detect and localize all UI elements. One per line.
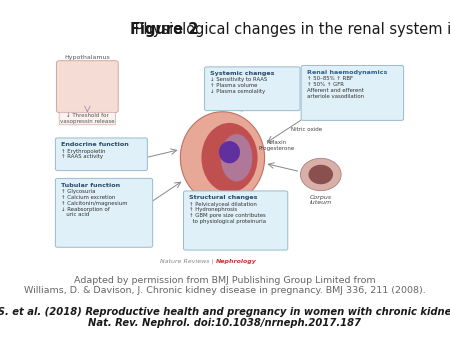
Text: Nitric oxide: Nitric oxide: [291, 127, 322, 132]
Text: Afferent and efferent: Afferent and efferent: [307, 88, 364, 93]
Text: Tubular function: Tubular function: [61, 183, 120, 188]
Text: arteriole vasodilation: arteriole vasodilation: [307, 94, 364, 99]
Text: ↑ Plasma volume: ↑ Plasma volume: [210, 83, 257, 88]
Text: ↓ Sensitivity to RAAS: ↓ Sensitivity to RAAS: [210, 77, 267, 82]
Text: Nat. Rev. Nephrol. doi:10.1038/nrneph.2017.187: Nat. Rev. Nephrol. doi:10.1038/nrneph.20…: [89, 318, 361, 328]
Text: ↑ Glycosuria: ↑ Glycosuria: [61, 189, 95, 194]
Text: ↑ RAAS activity: ↑ RAAS activity: [61, 154, 103, 160]
Text: Structural changes: Structural changes: [189, 195, 258, 200]
Text: ↑ Hydronephrosis: ↑ Hydronephrosis: [189, 208, 237, 212]
Ellipse shape: [221, 134, 252, 182]
Text: Wiles, K. S. et al. (2018) Reproductive health and pregnancy in women with chron: Wiles, K. S. et al. (2018) Reproductive …: [0, 307, 450, 317]
Text: Hypothalamus: Hypothalamus: [64, 55, 110, 59]
Ellipse shape: [202, 123, 257, 193]
Ellipse shape: [219, 141, 240, 163]
Circle shape: [301, 158, 341, 191]
Text: Williams, D. & Davison, J. Chronic kidney disease in pregnancy. BMJ 336, 211 (20: Williams, D. & Davison, J. Chronic kidne…: [24, 286, 426, 295]
FancyBboxPatch shape: [205, 67, 300, 111]
FancyBboxPatch shape: [55, 178, 153, 247]
Text: Renal haemodynamics: Renal haemodynamics: [307, 70, 387, 75]
Text: Systemic changes: Systemic changes: [210, 71, 274, 76]
Text: Adapted by permission from BMJ Publishing Group Limited from: Adapted by permission from BMJ Publishin…: [74, 276, 376, 286]
Text: ↑ Calcium excretion: ↑ Calcium excretion: [61, 195, 115, 200]
Text: to physiological proteinuria: to physiological proteinuria: [189, 219, 266, 224]
Text: Relaxin
Progesterone: Relaxin Progesterone: [259, 140, 295, 151]
Circle shape: [308, 165, 333, 184]
Text: ↓ Threshold for
vasopressin release: ↓ Threshold for vasopressin release: [60, 113, 115, 124]
Text: ↑ GBM pore size contributes: ↑ GBM pore size contributes: [189, 213, 266, 218]
Text: Nephrology: Nephrology: [216, 259, 256, 264]
Text: Figure 2: Figure 2: [130, 22, 199, 37]
Text: ↑ Erythropoietin: ↑ Erythropoietin: [61, 149, 105, 153]
Text: ↑ 50% ↑ GFR: ↑ 50% ↑ GFR: [307, 82, 344, 87]
FancyBboxPatch shape: [55, 138, 147, 171]
Text: ↑ Calcitonin/magnesium: ↑ Calcitonin/magnesium: [61, 201, 127, 206]
Text: Physiological changes in the renal system in pregnancy: Physiological changes in the renal syste…: [130, 22, 450, 37]
Text: ↑ Pelvicalyceal dilatation: ↑ Pelvicalyceal dilatation: [189, 201, 257, 207]
FancyBboxPatch shape: [184, 191, 288, 250]
Ellipse shape: [180, 112, 265, 204]
Text: ↓ Plasma osmolality: ↓ Plasma osmolality: [210, 89, 266, 94]
Text: uric acid: uric acid: [61, 212, 89, 217]
Text: ↓ Reabsorption of: ↓ Reabsorption of: [61, 207, 110, 212]
Text: Corpus
luteum: Corpus luteum: [310, 195, 332, 206]
Text: Nature Reviews |: Nature Reviews |: [160, 259, 216, 264]
Text: Endocrine function: Endocrine function: [61, 142, 129, 147]
FancyBboxPatch shape: [56, 61, 118, 113]
Text: ↑ 50–85% ↑ RBF: ↑ 50–85% ↑ RBF: [307, 76, 353, 81]
FancyBboxPatch shape: [301, 66, 404, 120]
